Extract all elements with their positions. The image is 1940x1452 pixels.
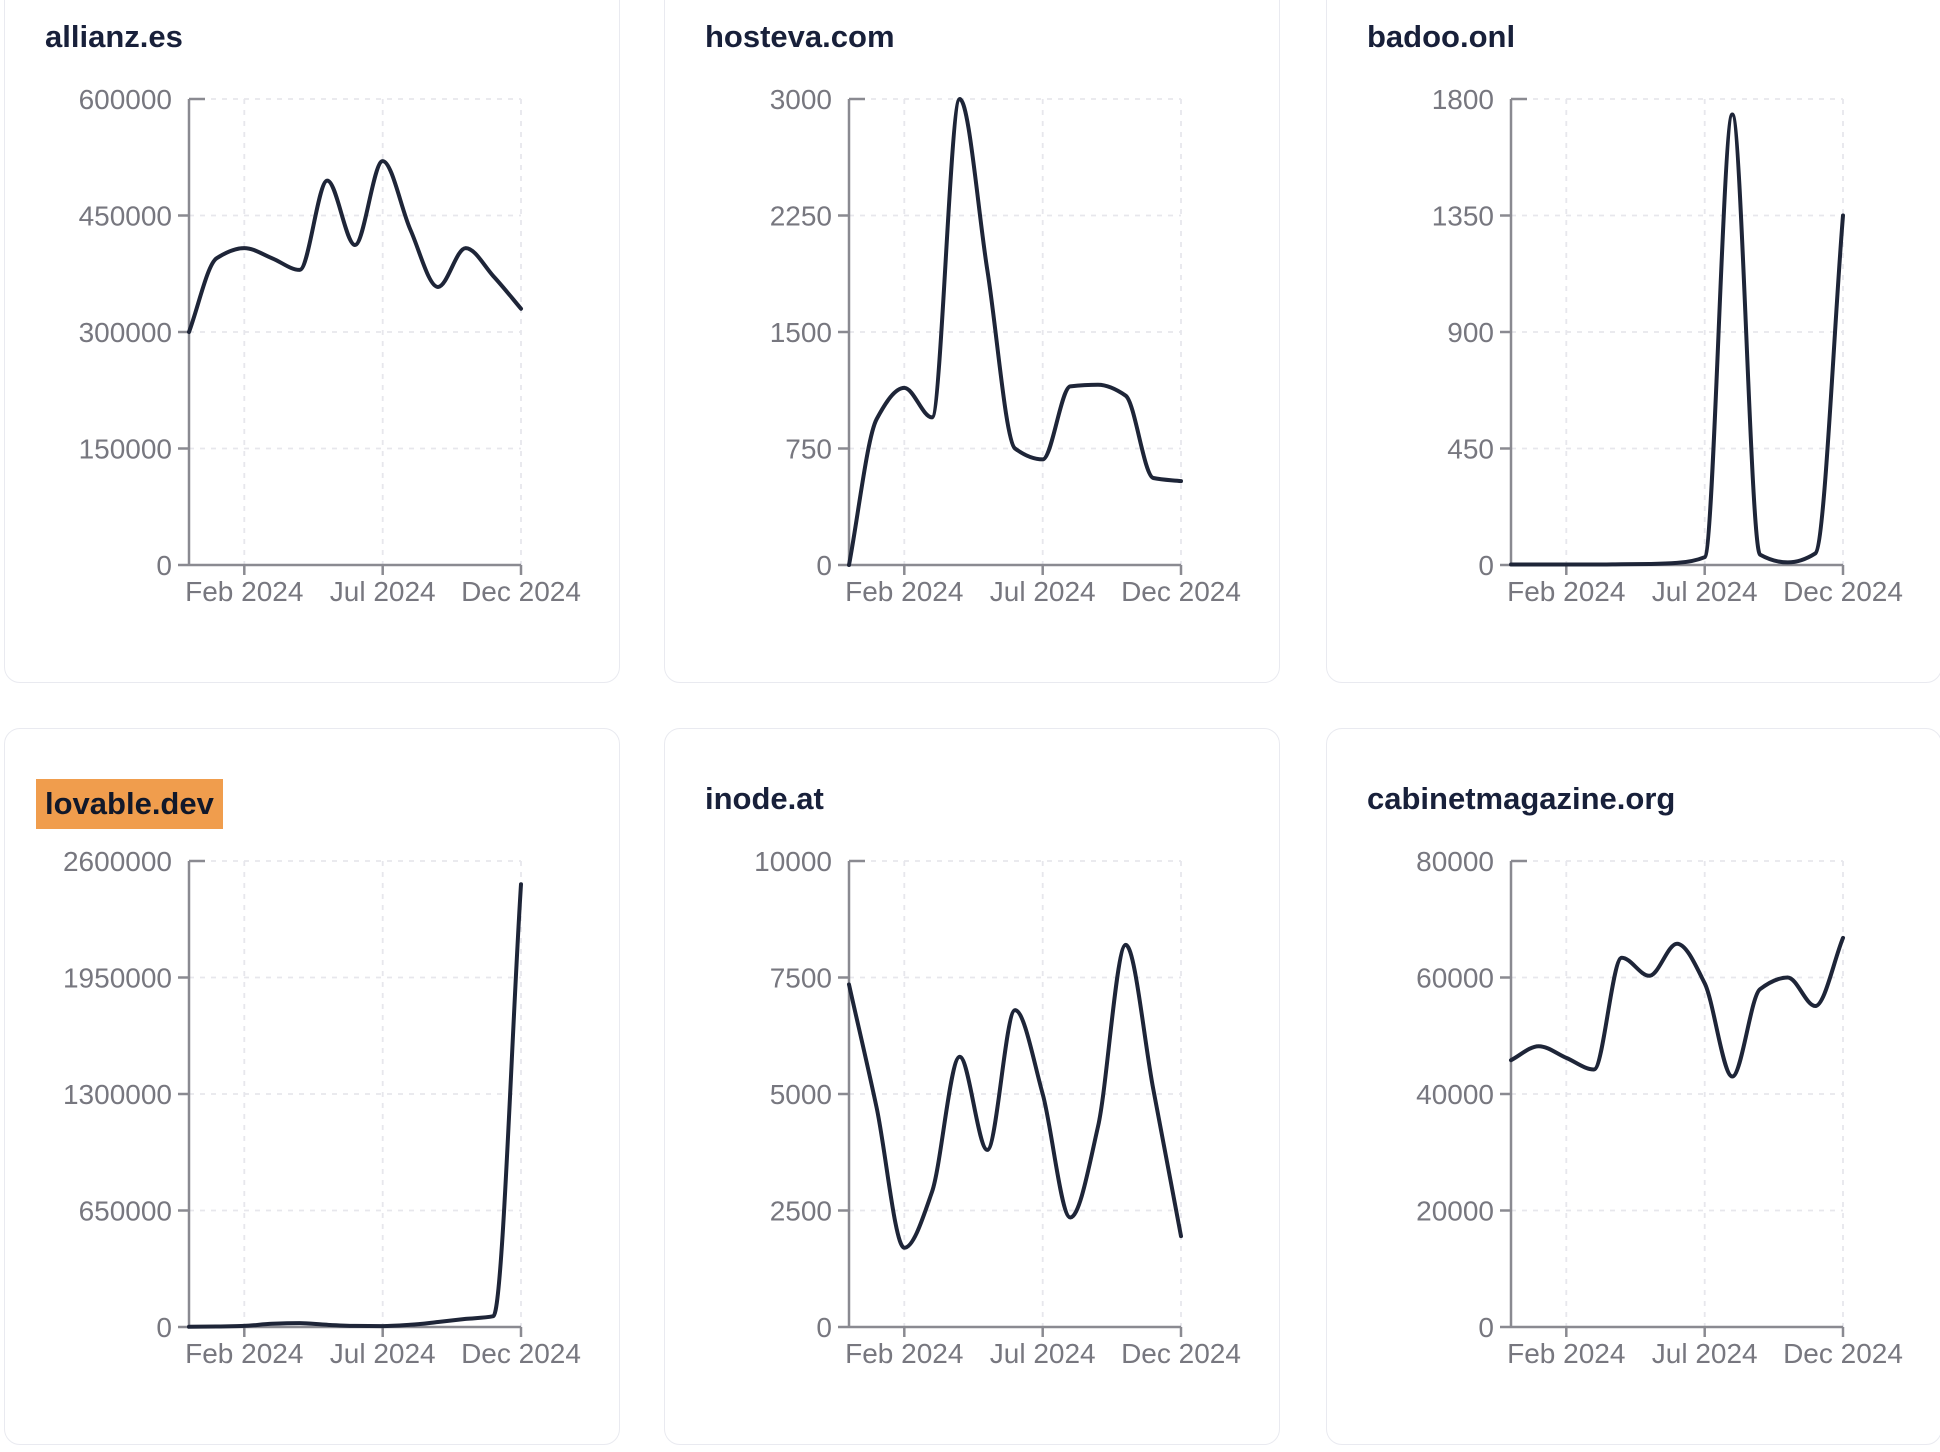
data-line	[1509, 935, 1845, 1079]
domain-link[interactable]: hosteva.com	[705, 19, 895, 54]
y-tick-label: 450	[1447, 434, 1494, 465]
y-tick-label: 0	[156, 550, 172, 581]
domain-card: hosteva.com 3000 2250 1500 750 0 Feb 2024 Jul …	[664, 0, 1280, 683]
domain-card: allianz.es 600000 450000 300000 150000 0 Feb …	[4, 0, 620, 683]
y-tick-label: 150000	[79, 434, 172, 465]
x-tick-label: Feb 2024	[185, 1338, 303, 1369]
y-tick-label: 20000	[1416, 1196, 1494, 1227]
data-line	[187, 159, 523, 334]
y-tick-label: 1950000	[63, 963, 172, 994]
x-tick-label: Jul 2024	[1652, 1338, 1758, 1369]
card-title: allianz.es	[45, 17, 183, 57]
y-tick-label: 2600000	[63, 846, 172, 877]
domain-card: inode.at 10000 7500 5000 2500 0 Feb 2024 Jul 2…	[664, 728, 1280, 1445]
x-tick-label: Jul 2024	[330, 1338, 436, 1369]
domain-card: cabinetmagazine.org 80000 60000 40000 20000…	[1326, 728, 1940, 1445]
data-line	[847, 97, 1183, 567]
x-tick-label: Dec 2024	[461, 1338, 581, 1369]
x-tick-label: Dec 2024	[1121, 1338, 1241, 1369]
data-line	[187, 882, 523, 1329]
y-tick-label: 450000	[79, 201, 172, 232]
x-tick-label: Feb 2024	[845, 1338, 963, 1369]
x-tick-label: Dec 2024	[1783, 576, 1903, 607]
y-tick-label: 750	[785, 434, 832, 465]
line-chart: 2600000 1950000 1300000 650000 0 Feb 2024 Jul …	[63, 846, 581, 1369]
x-tick-label: Jul 2024	[330, 576, 436, 607]
domain-link-highlighted[interactable]: lovable.dev	[36, 779, 223, 829]
line-chart: 3000 2250 1500 750 0 Feb 2024 Jul 2024 Dec 2024	[770, 84, 1241, 607]
line-chart: 600000 450000 300000 150000 0 Feb 2024 Jul 202…	[79, 84, 581, 607]
x-tick-label: Feb 2024	[1507, 1338, 1625, 1369]
domain-card: lovable.dev 2600000 1950000 1300000 650000 0…	[4, 728, 620, 1445]
x-tick-label: Feb 2024	[1507, 576, 1625, 607]
y-tick-label: 900	[1447, 317, 1494, 348]
y-tick-label: 3000	[770, 84, 832, 115]
x-tick-label: Dec 2024	[1121, 576, 1241, 607]
domain-link[interactable]: allianz.es	[45, 19, 183, 54]
x-tick-label: Jul 2024	[1652, 576, 1758, 607]
line-chart: 80000 60000 40000 20000 0 Feb 2024 Jul 2024 Dec…	[1416, 846, 1903, 1369]
y-tick-label: 2250	[770, 201, 832, 232]
y-tick-label: 0	[816, 550, 832, 581]
y-tick-label: 1350	[1432, 201, 1494, 232]
y-tick-label: 0	[816, 1312, 832, 1343]
domain-link[interactable]: inode.at	[705, 781, 824, 816]
y-tick-label: 10000	[754, 846, 832, 877]
y-tick-label: 40000	[1416, 1079, 1494, 1110]
domain-card: badoo.onl 1800 1350 900 450 0 Feb 2024 Jul 202…	[1326, 0, 1940, 683]
card-title: hosteva.com	[705, 17, 895, 57]
y-tick-label: 7500	[770, 963, 832, 994]
x-tick-label: Feb 2024	[185, 576, 303, 607]
card-title: lovable.dev	[36, 779, 223, 829]
x-tick-label: Dec 2024	[1783, 1338, 1903, 1369]
y-tick-label: 650000	[79, 1196, 172, 1227]
y-tick-label: 60000	[1416, 963, 1494, 994]
y-tick-label: 600000	[79, 84, 172, 115]
x-tick-label: Jul 2024	[990, 576, 1096, 607]
y-tick-label: 80000	[1416, 846, 1494, 877]
domain-link[interactable]: badoo.onl	[1367, 19, 1516, 54]
line-chart: 10000 7500 5000 2500 0 Feb 2024 Jul 2024 Dec 20…	[754, 846, 1241, 1369]
y-tick-label: 1800	[1432, 84, 1494, 115]
y-tick-label: 0	[1478, 550, 1494, 581]
y-tick-label: 2500	[770, 1196, 832, 1227]
card-title: cabinetmagazine.org	[1367, 779, 1675, 819]
y-tick-label: 1500	[770, 317, 832, 348]
data-line	[1509, 112, 1845, 567]
card-title: badoo.onl	[1367, 17, 1515, 57]
y-tick-label: 300000	[79, 317, 172, 348]
y-tick-label: 1300000	[63, 1079, 172, 1110]
domain-link[interactable]: cabinetmagazine.org	[1367, 781, 1676, 816]
line-chart: 1800 1350 900 450 0 Feb 2024 Jul 2024 Dec 2024	[1432, 84, 1903, 607]
x-tick-label: Jul 2024	[990, 1338, 1096, 1369]
y-tick-label: 5000	[770, 1079, 832, 1110]
x-tick-label: Dec 2024	[461, 576, 581, 607]
card-title: inode.at	[705, 779, 824, 819]
y-tick-label: 0	[1478, 1312, 1494, 1343]
y-tick-label: 0	[156, 1312, 172, 1343]
x-tick-label: Feb 2024	[845, 576, 963, 607]
data-line	[847, 942, 1183, 1250]
